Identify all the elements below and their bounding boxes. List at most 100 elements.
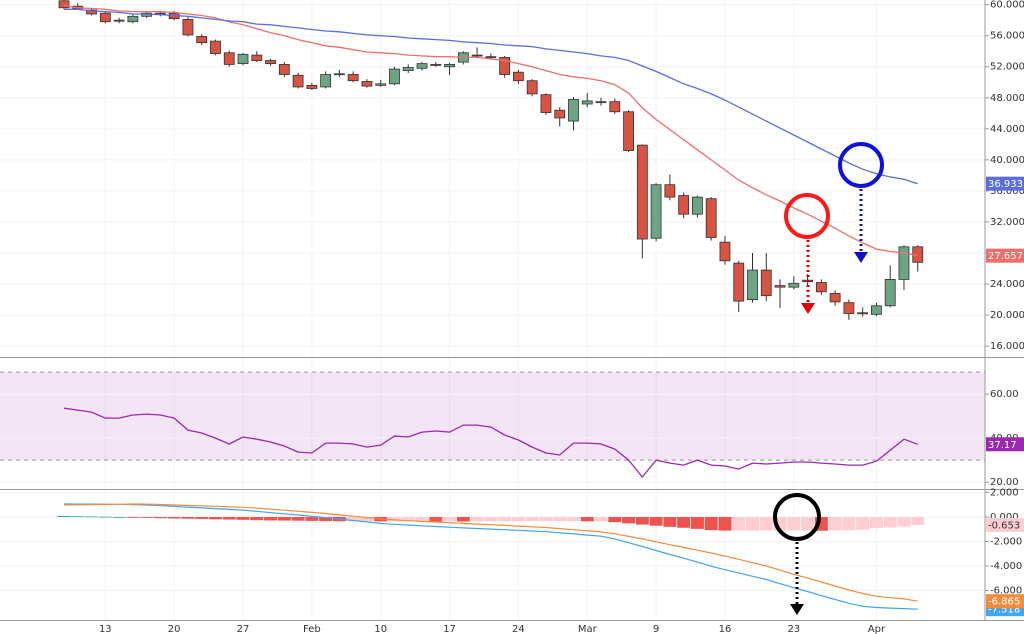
candle-body: [595, 101, 607, 104]
histogram-bar: [801, 516, 815, 531]
candle-body: [196, 36, 208, 44]
candle-body: [705, 198, 717, 238]
histogram-bar: [360, 516, 374, 522]
grid: [0, 0, 985, 620]
histogram-bar: [856, 516, 870, 530]
candle-body: [485, 56, 497, 59]
plots: [57, 0, 925, 610]
y-tick-label: 60.000: [990, 0, 1024, 11]
y-tick-label: -4.000: [990, 561, 1022, 572]
histogram-bar: [291, 516, 305, 521]
histogram-bar: [704, 516, 718, 531]
candle-body: [692, 196, 703, 215]
value-tag-label: -0.653: [988, 520, 1020, 531]
histogram-bar: [112, 516, 126, 518]
y-tick-label: 20.000: [990, 310, 1024, 321]
histogram-bar: [181, 516, 195, 519]
y-tick-label: 40.000: [990, 155, 1024, 166]
histogram-bar: [415, 516, 429, 522]
candle-body: [513, 71, 524, 82]
y-tick-label: 56.000: [990, 31, 1024, 42]
x-tick-label: 16: [719, 624, 732, 634]
histogram-bar: [746, 516, 759, 531]
candle-body: [292, 74, 304, 88]
candle-body: [333, 73, 345, 76]
x-tick-label: 20: [168, 624, 181, 634]
y-tick-label: -2.000: [990, 537, 1022, 548]
histogram-bar: [98, 516, 112, 518]
histogram-bar: [608, 516, 622, 523]
histogram-bar: [828, 516, 842, 531]
histogram-bar: [208, 516, 222, 520]
candle-body: [361, 81, 373, 87]
candle-body: [182, 19, 194, 36]
candle-body: [884, 278, 896, 307]
candle-body: [843, 302, 855, 314]
red-arrow-head: [801, 303, 815, 314]
rsi-band: [0, 372, 985, 461]
y-tick-label: 20.00: [990, 477, 1019, 488]
candle-body: [774, 285, 786, 288]
x-tick-label: 24: [512, 624, 525, 634]
y-tick-label: 60.00: [990, 389, 1019, 400]
candle-body: [733, 262, 745, 302]
histogram-bar: [787, 516, 801, 531]
x-tick-label: Apr: [868, 624, 886, 634]
x-tick-label: Feb: [303, 624, 321, 634]
candle-body: [389, 68, 400, 85]
histogram-bar: [635, 516, 649, 525]
candle-body: [265, 60, 276, 65]
histogram-bar: [498, 516, 512, 522]
histogram-bar: [277, 516, 291, 521]
black-circle: [773, 493, 821, 541]
histogram-bar: [759, 516, 773, 531]
moving-average: [63, 4, 918, 257]
value-tag-label: 27.657: [988, 251, 1023, 262]
histogram-bar: [566, 516, 580, 522]
candle-body: [747, 269, 758, 300]
candle-body: [499, 57, 511, 75]
histogram-bar: [649, 516, 663, 526]
histogram-bar: [842, 516, 856, 531]
candle-body: [623, 111, 634, 151]
candle-body: [540, 94, 552, 113]
histogram-bar: [195, 516, 209, 519]
histogram-bar: [250, 516, 264, 521]
histogram-bar: [264, 516, 278, 521]
value-tag: [986, 594, 1024, 609]
histogram-bar: [580, 516, 594, 522]
candle-body: [526, 80, 538, 95]
histogram-bar: [484, 516, 498, 522]
histogram-bar: [732, 516, 746, 531]
macd-line: [63, 503, 918, 610]
x-tick-label: 27: [237, 624, 250, 634]
histogram-bar: [140, 516, 154, 518]
x-tick-label: 23: [787, 624, 800, 634]
value-tag-label: 36.933: [988, 179, 1023, 190]
histogram-bar: [897, 516, 911, 527]
candle-body: [678, 195, 690, 215]
y-tick-label: 2.000: [990, 487, 1019, 498]
histogram-bar: [346, 516, 360, 522]
histogram-bar: [167, 516, 181, 519]
candle-body: [210, 40, 221, 54]
candle-body: [664, 184, 676, 198]
histogram-bar: [401, 516, 415, 522]
histogram-bar: [553, 516, 567, 522]
histogram-bar: [594, 516, 608, 522]
candle-body: [86, 9, 97, 15]
candle-body: [760, 269, 772, 297]
histogram-bar: [319, 516, 333, 522]
candle-body: [857, 312, 869, 315]
histogram-bar: [663, 516, 677, 527]
black-arrow-head: [790, 604, 804, 615]
blue-circle: [838, 142, 884, 188]
candle-body: [788, 282, 800, 288]
candle-body: [113, 19, 125, 22]
candle-body: [375, 83, 387, 86]
y-tick-label: 52.000: [990, 62, 1024, 73]
candle-body: [636, 144, 648, 240]
x-tick-label: 17: [443, 624, 456, 634]
y-tick-label: 36.000: [990, 186, 1024, 197]
candle-body: [320, 74, 332, 88]
